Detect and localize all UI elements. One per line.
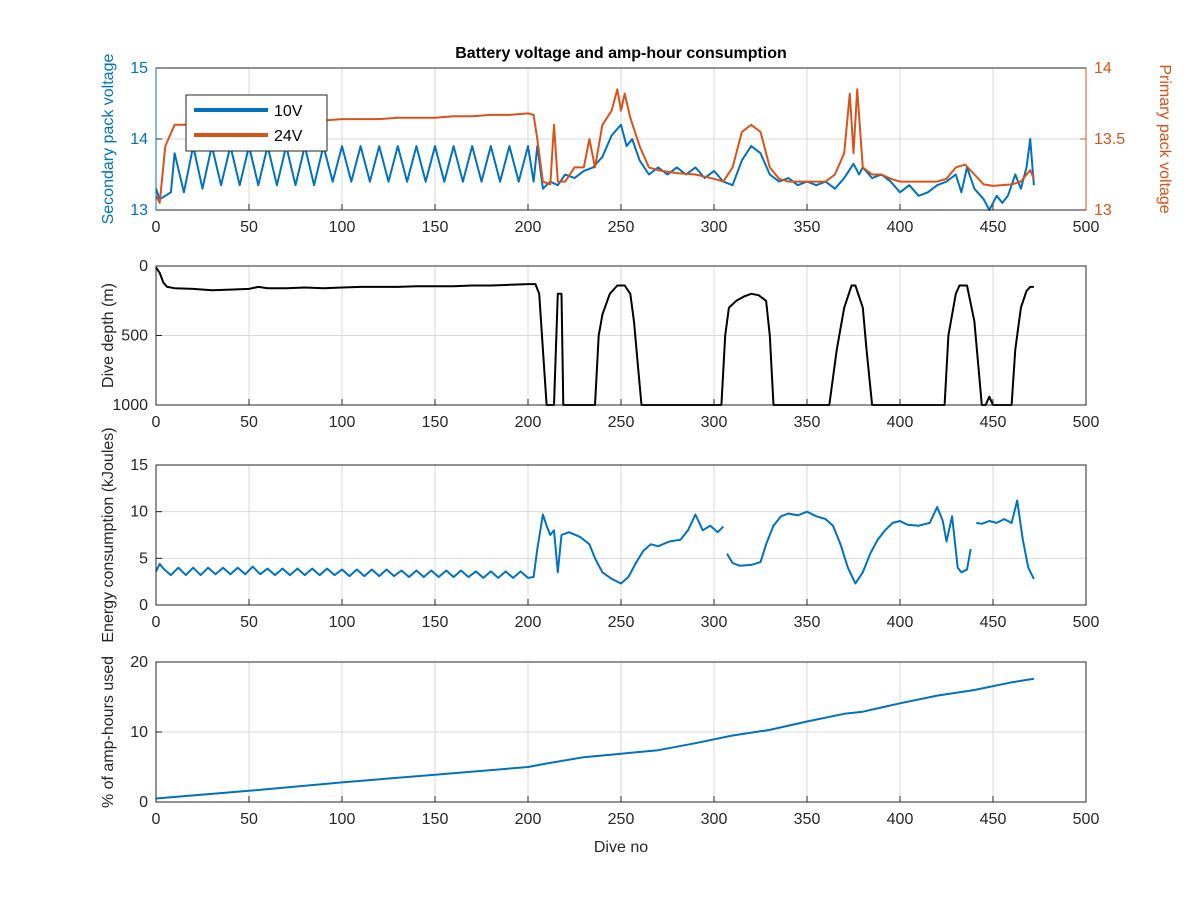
depth-ytick-label: 0	[139, 258, 148, 275]
depth-ytick-label: 1000	[112, 397, 148, 414]
voltage-xtick-label: 350	[794, 219, 821, 236]
depth-ytick-label: 500	[121, 328, 148, 345]
voltage-xtick-label: 400	[887, 219, 914, 236]
legend-label-24v: 24V	[274, 128, 303, 145]
depth-xtick-label: 300	[701, 414, 728, 431]
amp-hours-xtick-label: 300	[701, 811, 728, 828]
energy-series-0-seg-1-line	[726, 506, 972, 585]
depth-xtick-label: 500	[1073, 414, 1100, 431]
depth-xtick-label: 350	[794, 414, 821, 431]
voltage-xtick-label: 150	[422, 219, 449, 236]
depth-xtick-label: 450	[980, 414, 1007, 431]
amp-hours-xtick-label: 350	[794, 811, 821, 828]
voltage-ylabel: Secondary pack voltage	[100, 54, 117, 225]
amp-hours-xtick-label: 0	[152, 811, 161, 828]
voltage-xtick-label: 200	[515, 219, 542, 236]
legend-label-10v: 10V	[274, 103, 303, 120]
amp-hours-xtick-label: 100	[329, 811, 356, 828]
amp-hours-xlabel: Dive no	[594, 839, 648, 856]
chart-title: Battery voltage and amp-hour consumption	[455, 45, 787, 62]
depth-xtick-label: 150	[422, 414, 449, 431]
depth-xtick-label: 50	[240, 414, 258, 431]
energy-ytick-label: 0	[139, 597, 148, 614]
voltage-xtick-label: 500	[1073, 219, 1100, 236]
voltage-ylabel-right: Primary pack voltage	[1156, 64, 1173, 213]
subplot-energy: 0 50 100 150 200 250 300 350 400 450 500 0 5 10 15 Ener…	[100, 427, 1099, 642]
depth-ylabel: Dive depth (m)	[100, 283, 117, 388]
energy-ylabel: Energy consumption (kJoules)	[100, 427, 117, 642]
energy-xtick-label: 350	[794, 614, 821, 631]
depth-xtick-label: 250	[608, 414, 635, 431]
energy-ytick-label: 15	[130, 457, 148, 474]
amp-hours-xtick-label: 450	[980, 811, 1007, 828]
energy-ytick-label: 10	[130, 504, 148, 521]
subplot-depth: 0 50 100 150 200 250 300 350 400 450 500 0 500 1000 Di…	[100, 258, 1099, 431]
energy-xtick-label: 450	[980, 614, 1007, 631]
energy-xtick-label: 150	[422, 614, 449, 631]
depth-xtick-label: 200	[515, 414, 542, 431]
depth-xtick-label: 100	[329, 414, 356, 431]
depth-xtick-label: 400	[887, 414, 914, 431]
subplot-panels: 0 50 100 150 200 250 300 350 400 450 5001314151313…	[100, 54, 1173, 856]
subplot-amp-hours: 0 50 100 150 200 250 300 350 400 450 500 0 10 20 % of …	[100, 654, 1099, 856]
voltage-xtick-label: 50	[240, 219, 258, 236]
amp-hours-ytick-label: 0	[139, 794, 148, 811]
energy-xtick-label: 300	[701, 614, 728, 631]
depth-axes-frame	[155, 265, 1087, 406]
energy-ytick-label: 5	[139, 550, 148, 567]
energy-xtick-label: 400	[887, 614, 914, 631]
voltage-xtick-label: 300	[701, 219, 728, 236]
subplot-voltage: 0 50 100 150 200 250 300 350 400 450 5001314151313…	[100, 54, 1173, 236]
depth-xtick-label: 0	[152, 414, 161, 431]
energy-xtick-label: 100	[329, 614, 356, 631]
amp-hours-axes-frame	[155, 661, 1087, 803]
amp-hours-series-0-line	[155, 677, 1035, 800]
amp-hours-xtick-label: 150	[422, 811, 449, 828]
amp-hours-xtick-label: 200	[515, 811, 542, 828]
voltage-xtick-label: 450	[980, 219, 1007, 236]
voltage-ytick-right-label: 13.5	[1094, 131, 1125, 148]
amp-hours-xtick-label: 500	[1073, 811, 1100, 828]
energy-series-0-seg-2-line	[976, 499, 1035, 580]
amp-hours-xtick-label: 50	[240, 811, 258, 828]
energy-axes-frame	[155, 464, 1087, 606]
energy-xtick-label: 500	[1073, 614, 1100, 631]
depth-series-0-line	[155, 266, 1034, 406]
energy-xtick-label: 200	[515, 614, 542, 631]
energy-xtick-label: 0	[152, 614, 161, 631]
voltage-xtick-label: 0	[152, 219, 161, 236]
voltage-ytick-label: 13	[130, 202, 148, 219]
voltage-xtick-label: 100	[329, 219, 356, 236]
amp-hours-ytick-label: 20	[130, 654, 148, 671]
amp-hours-xtick-label: 250	[608, 811, 635, 828]
voltage-ytick-label: 15	[130, 60, 148, 77]
energy-xtick-label: 50	[240, 614, 258, 631]
voltage-ytick-right-label: 14	[1094, 60, 1112, 77]
energy-series-0-seg-0-line	[155, 513, 725, 585]
energy-xtick-label: 250	[608, 614, 635, 631]
amp-hours-ytick-label: 10	[130, 724, 148, 741]
voltage-ytick-right-label: 13	[1094, 202, 1112, 219]
voltage-ytick-label: 14	[130, 131, 148, 148]
amp-hours-ylabel: % of amp-hours used	[100, 656, 117, 808]
amp-hours-xtick-label: 400	[887, 811, 914, 828]
legend-box	[185, 94, 328, 152]
voltage-xtick-label: 250	[608, 219, 635, 236]
voltage-series-10v-line	[155, 123, 1035, 211]
